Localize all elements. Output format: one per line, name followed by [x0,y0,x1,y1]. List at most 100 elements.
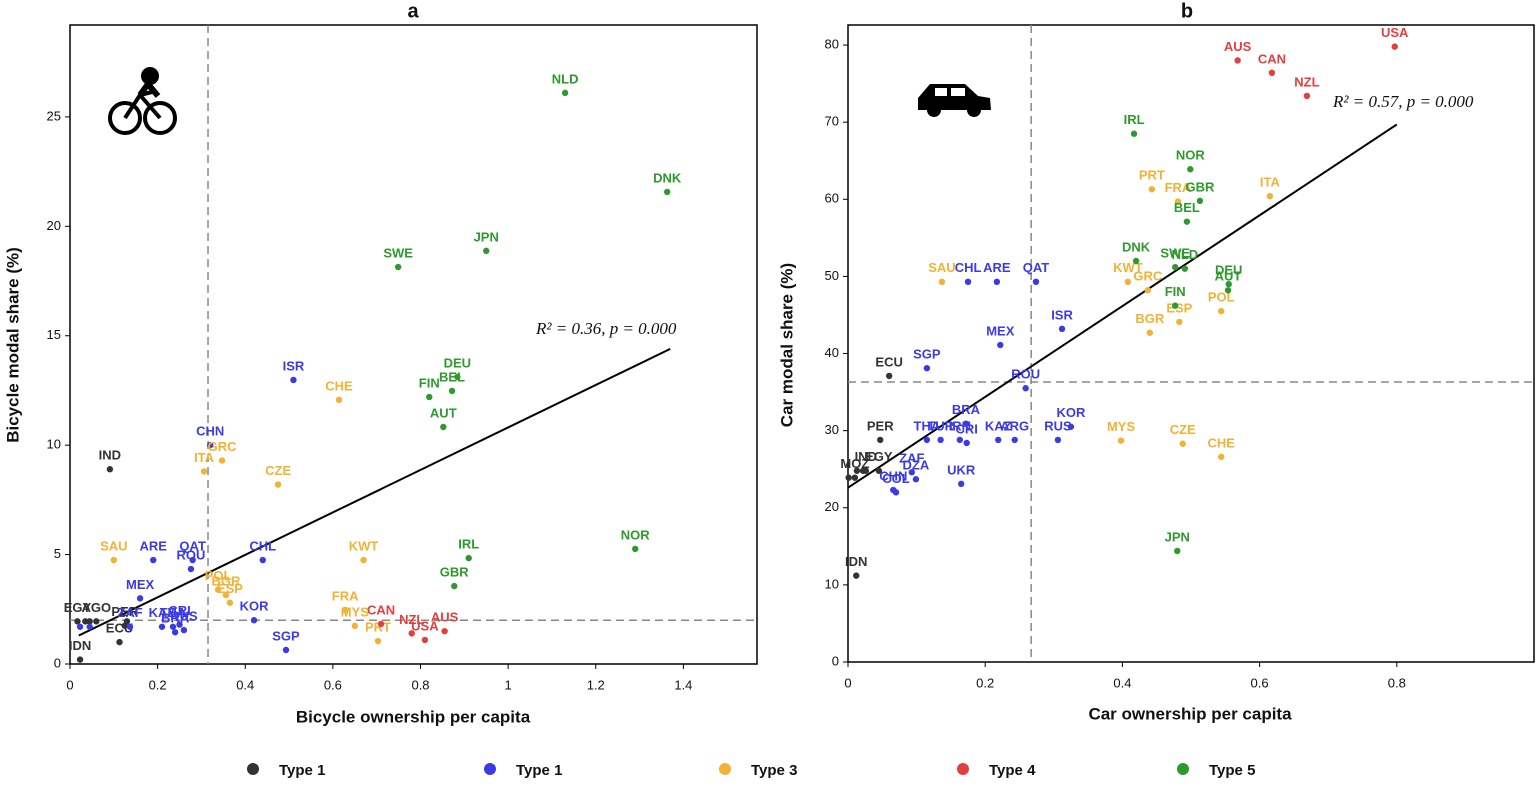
legend-label: Type 5 [1209,762,1255,779]
point [1124,278,1132,286]
point [158,623,166,630]
y-tick-label: 25 [47,108,61,123]
point [1172,302,1179,309]
point [150,556,157,564]
point [923,436,931,444]
point [341,606,349,614]
point [908,469,915,476]
point [110,556,118,564]
point-label: USA [411,618,439,633]
point-label: EGY [64,600,92,615]
point-label: BGR [1135,311,1165,326]
point-label: IDN [845,554,867,569]
point-label: ESP [1166,300,1192,315]
point [1032,278,1040,286]
point-label: PER [867,418,894,433]
point [82,618,89,625]
point-label: FRA [332,588,359,603]
point-label: AGO [81,600,111,615]
point-label: CRI [168,603,190,618]
point-label: IDN [69,638,91,653]
point-label: IRN [949,418,971,433]
point-label: CHL [955,260,982,275]
point [853,467,861,474]
point-label: SGP [272,628,300,643]
point-label: KWT [349,538,379,553]
point [136,595,144,602]
point-label: THA [160,605,187,620]
point-label: CAN [367,602,395,617]
point [226,599,234,606]
legend-label: Type 4 [989,762,1036,779]
point [912,476,920,483]
y-tick-label: 5 [54,546,61,561]
point [1058,325,1066,333]
point-label: SGP [913,347,941,362]
fit-annotation: R² = 0.57, p = 0.000 [1332,92,1474,111]
point-label: ZAF [899,451,924,466]
point-label: DEU [1215,263,1242,278]
point-label: KAZ [985,418,1012,433]
point-label: GRC [208,439,238,454]
point-label: RUS [170,609,198,624]
y-tick-label: 60 [825,191,839,206]
point-label: BEL [1174,200,1200,215]
point [282,646,290,654]
point [663,188,671,196]
point [274,481,282,488]
x-tick-label: 1.2 [587,677,605,692]
point [1179,440,1186,447]
point [851,474,859,481]
point [1268,69,1276,77]
x-tick-label: 0.4 [236,677,254,692]
point [1217,453,1225,461]
point [1117,437,1125,444]
point-label: NOR [1176,148,1206,163]
point-label: MOZ [840,456,869,471]
point-label: BGR [212,574,242,589]
x-tick-label: 0.8 [411,677,429,692]
point [360,556,367,564]
point-label: NLD [552,71,579,86]
point-label: FIN [419,375,440,390]
y-axis-title: Bicycle modal share (%) [3,247,22,443]
point [1148,186,1156,193]
point [631,545,639,553]
plot-frame [847,24,1535,663]
point [1130,130,1138,137]
point [956,436,964,444]
point-label: IRL [458,537,479,552]
point [171,629,179,636]
point [106,466,114,473]
point [250,617,258,624]
point-label: DZA [903,458,930,473]
point-label: QAT [179,538,206,553]
x-tick-label: 0.8 [1388,675,1406,690]
point [454,373,461,381]
x-tick-label: 0.6 [324,677,342,692]
point [176,621,183,628]
point [1217,307,1225,315]
point [440,423,447,431]
point-label: ARG [1000,418,1029,433]
point [1181,265,1189,272]
legend-marker [247,763,259,775]
point [1067,423,1075,430]
point-label: GRC [1133,269,1163,284]
point-label: ZAF [117,605,142,620]
point [187,565,195,573]
y-tick-label: 20 [825,499,839,514]
point-label: TUR [927,418,954,433]
chart-title: a [407,0,419,22]
chart-title: b [1181,0,1193,22]
point-label: ITA [194,450,215,465]
x-tick-label: 0.4 [1113,675,1131,690]
point-label: SWE [383,245,413,260]
point-label: CRI [955,421,977,436]
point [259,556,266,564]
point-label: SWE [1160,246,1190,261]
point-label: MEX [986,323,1015,338]
y-tick-label: 10 [825,576,839,591]
point-label: CHL [249,538,276,553]
point [561,89,569,97]
